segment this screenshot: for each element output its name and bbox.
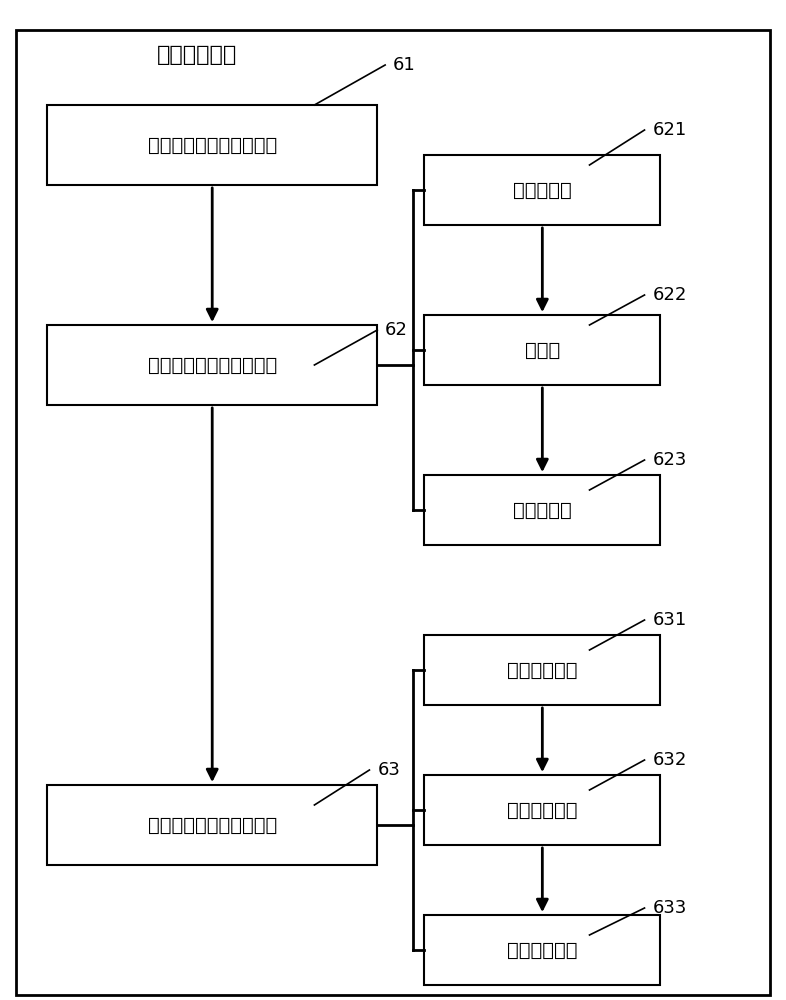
Text: 数字示波器: 数字示波器 — [513, 500, 571, 520]
Bar — [47, 325, 377, 405]
Text: 振动声物理信号分析系统: 振动声物理信号分析系统 — [148, 816, 277, 834]
Text: 621: 621 — [652, 121, 687, 139]
Bar — [424, 315, 660, 385]
Text: 61: 61 — [393, 56, 416, 74]
Text: 632: 632 — [652, 751, 687, 769]
Text: 叠加图像单元: 叠加图像单元 — [507, 940, 578, 960]
Text: 631: 631 — [652, 611, 687, 629]
Text: 振动声物理信号显示系统: 振动声物理信号显示系统 — [148, 356, 277, 374]
Text: 622: 622 — [652, 286, 687, 304]
Text: 633: 633 — [652, 899, 687, 917]
Text: 623: 623 — [652, 451, 687, 469]
Text: 治疗计划单元: 治疗计划单元 — [507, 661, 578, 680]
Bar — [47, 105, 377, 185]
Text: 振动声物理信号拾取系统: 振动声物理信号拾取系统 — [148, 135, 277, 154]
Text: 62: 62 — [385, 321, 408, 339]
Bar — [424, 155, 660, 225]
Text: 前置放大器: 前置放大器 — [513, 180, 571, 200]
Bar — [424, 915, 660, 985]
Bar — [424, 775, 660, 845]
Bar — [424, 475, 660, 545]
Text: 基础影像单元: 基础影像单元 — [507, 800, 578, 820]
Text: 物理标测系统: 物理标测系统 — [156, 45, 237, 65]
Bar — [424, 635, 660, 705]
Bar — [47, 785, 377, 865]
Text: 滤波器: 滤波器 — [525, 340, 560, 360]
Text: 63: 63 — [377, 761, 400, 779]
